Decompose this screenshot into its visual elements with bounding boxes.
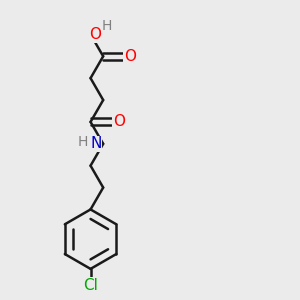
Text: Cl: Cl bbox=[83, 278, 98, 293]
Text: O: O bbox=[113, 114, 125, 129]
Text: H: H bbox=[102, 19, 112, 33]
Text: O: O bbox=[124, 49, 136, 64]
Text: H: H bbox=[78, 135, 88, 149]
Text: O: O bbox=[89, 27, 101, 42]
Text: N: N bbox=[90, 136, 101, 151]
